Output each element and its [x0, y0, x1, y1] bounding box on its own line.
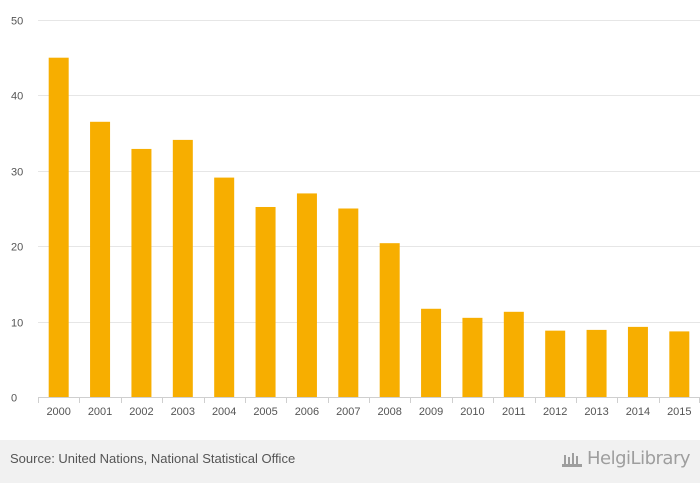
x-tick-label: 2000	[46, 406, 70, 418]
x-tick-label: 2005	[253, 406, 277, 418]
helgi-library-logo[interactable]: HelgiLibrary	[561, 448, 690, 469]
x-tick-label: 2006	[295, 406, 319, 418]
y-tick-label: 40	[11, 91, 23, 103]
y-tick-label: 10	[11, 318, 23, 330]
x-tick-label: 2015	[667, 406, 691, 418]
y-tick-label: 20	[11, 242, 23, 254]
bar	[255, 206, 276, 397]
bar	[669, 331, 690, 397]
bar	[379, 243, 400, 397]
x-tick-label: 2007	[336, 406, 360, 418]
bar	[545, 330, 566, 397]
bar	[296, 193, 317, 397]
x-tick-label: 2002	[129, 406, 153, 418]
library-icon	[562, 452, 583, 467]
source-note: Source: United Nations, National Statist…	[10, 451, 296, 466]
x-tick-label: 2012	[543, 406, 567, 418]
bar	[48, 57, 69, 397]
bar	[90, 121, 111, 397]
bar	[214, 177, 235, 397]
x-tick-label: 2010	[460, 406, 484, 418]
x-tick-label: 2001	[88, 406, 112, 418]
bar-chart: 0 10 20 30 40 50 2000 2001 2002 2003 2004 2005 2006 2…	[11, 16, 700, 418]
bar	[338, 208, 359, 397]
bar	[627, 326, 648, 397]
bar	[462, 317, 483, 397]
x-tick-label: 2013	[584, 406, 608, 418]
bar	[131, 148, 152, 397]
footer: Source: United Nations, National Statist…	[0, 440, 700, 483]
y-tick-label: 50	[11, 16, 23, 28]
x-tick-label: 2014	[626, 406, 650, 418]
bar	[172, 139, 193, 397]
x-tick-label: 2003	[171, 406, 195, 418]
bar	[421, 308, 442, 397]
x-tick-label: 2009	[419, 406, 443, 418]
y-tick-label: 30	[11, 167, 23, 179]
bar	[586, 329, 607, 397]
x-tick-label: 2004	[212, 406, 236, 418]
logo-text: HelgiLibrary	[587, 448, 690, 469]
x-tick-label: 2011	[502, 406, 526, 418]
bar	[503, 311, 524, 397]
y-tick-label: 0	[11, 393, 17, 405]
x-tick-label: 2008	[377, 406, 401, 418]
